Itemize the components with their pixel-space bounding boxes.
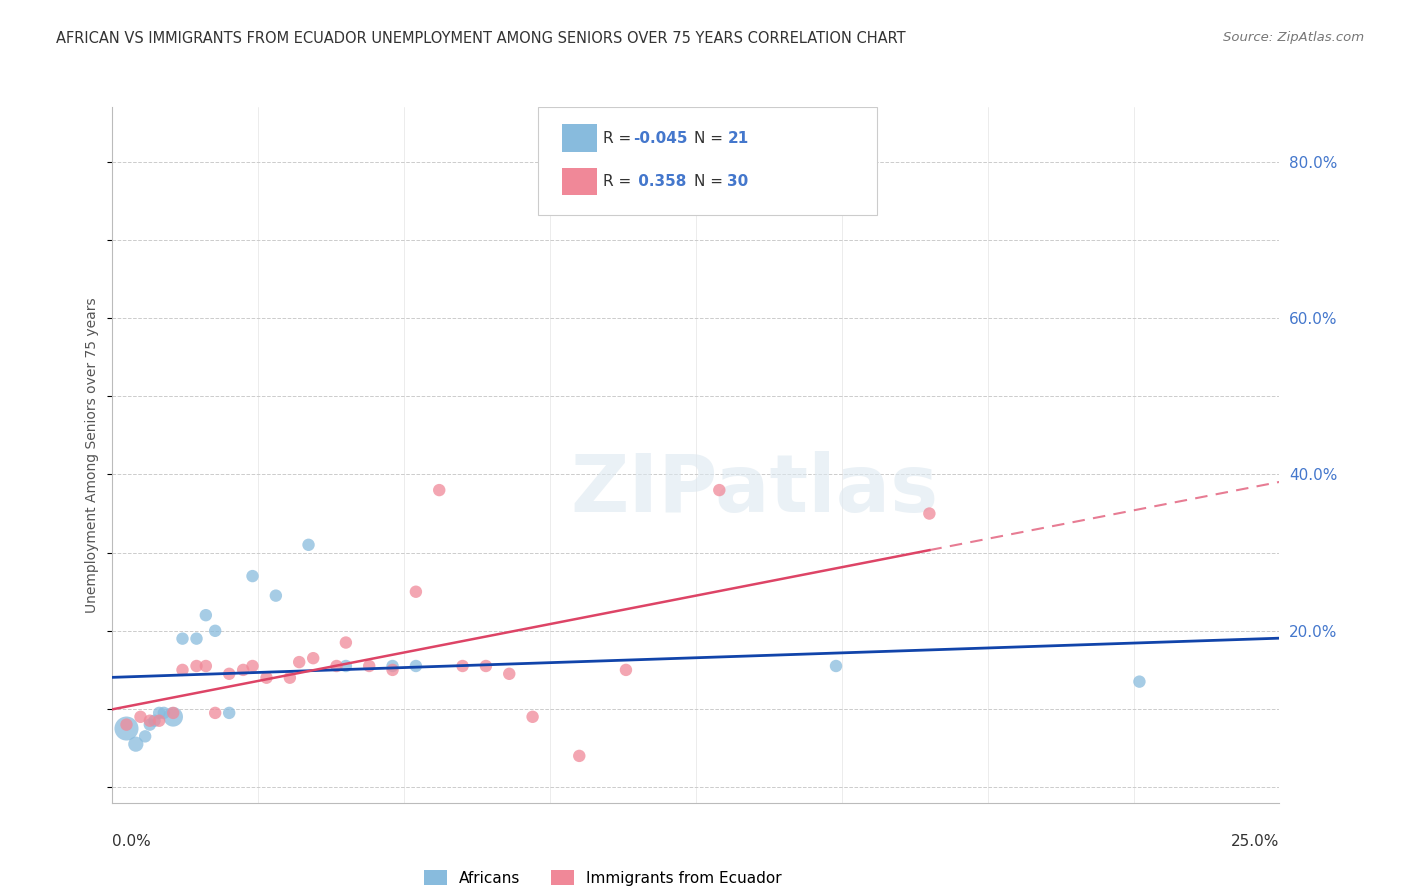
- Text: Source: ZipAtlas.com: Source: ZipAtlas.com: [1223, 31, 1364, 45]
- Text: R =: R =: [603, 174, 636, 189]
- Point: [381, 659, 404, 673]
- Point: [204, 706, 226, 720]
- Point: [451, 659, 474, 673]
- Text: 21: 21: [727, 131, 749, 146]
- Point: [278, 671, 301, 685]
- Text: 30: 30: [727, 174, 749, 189]
- Point: [297, 538, 319, 552]
- Point: [148, 706, 170, 720]
- Text: 0.0%: 0.0%: [112, 834, 152, 849]
- Text: N =: N =: [693, 174, 727, 189]
- Point: [381, 663, 404, 677]
- Point: [302, 651, 325, 665]
- Point: [134, 730, 156, 744]
- Point: [218, 706, 240, 720]
- Point: [232, 663, 254, 677]
- Point: [475, 659, 498, 673]
- Point: [218, 666, 240, 681]
- Point: [148, 714, 170, 728]
- Point: [242, 569, 264, 583]
- Point: [264, 589, 287, 603]
- Point: [335, 659, 357, 673]
- Text: N =: N =: [693, 131, 727, 146]
- Point: [1128, 674, 1150, 689]
- Point: [614, 663, 637, 677]
- Text: 0.358: 0.358: [633, 174, 686, 189]
- Legend: Africans, Immigrants from Ecuador: Africans, Immigrants from Ecuador: [423, 870, 782, 886]
- Point: [139, 714, 162, 728]
- Point: [359, 659, 381, 673]
- Point: [186, 632, 208, 646]
- Point: [405, 659, 427, 673]
- Y-axis label: Unemployment Among Seniors over 75 years: Unemployment Among Seniors over 75 years: [86, 297, 100, 613]
- Point: [709, 483, 731, 497]
- Bar: [562, 124, 596, 153]
- Point: [139, 717, 162, 731]
- Point: [427, 483, 450, 497]
- Point: [242, 659, 264, 673]
- Point: [918, 507, 941, 521]
- Point: [194, 659, 217, 673]
- Text: R =: R =: [603, 131, 636, 146]
- Point: [153, 706, 176, 720]
- Point: [568, 748, 591, 763]
- Point: [186, 659, 208, 673]
- Point: [405, 584, 427, 599]
- FancyBboxPatch shape: [538, 107, 877, 215]
- Point: [162, 710, 184, 724]
- Text: -0.045: -0.045: [633, 131, 688, 146]
- Point: [522, 710, 544, 724]
- Text: AFRICAN VS IMMIGRANTS FROM ECUADOR UNEMPLOYMENT AMONG SENIORS OVER 75 YEARS CORR: AFRICAN VS IMMIGRANTS FROM ECUADOR UNEMP…: [56, 31, 905, 46]
- Point: [325, 659, 347, 673]
- Point: [125, 737, 148, 751]
- Point: [162, 706, 184, 720]
- Point: [115, 722, 138, 736]
- Bar: [562, 168, 596, 195]
- Point: [115, 717, 138, 731]
- Point: [256, 671, 278, 685]
- Point: [172, 663, 194, 677]
- Text: 25.0%: 25.0%: [1232, 834, 1279, 849]
- Text: ZIPatlas: ZIPatlas: [571, 450, 938, 529]
- Point: [288, 655, 311, 669]
- Point: [204, 624, 226, 638]
- Point: [143, 714, 166, 728]
- Point: [194, 608, 217, 623]
- Point: [129, 710, 152, 724]
- Point: [335, 635, 357, 649]
- Point: [498, 666, 520, 681]
- Point: [825, 659, 848, 673]
- Point: [172, 632, 194, 646]
